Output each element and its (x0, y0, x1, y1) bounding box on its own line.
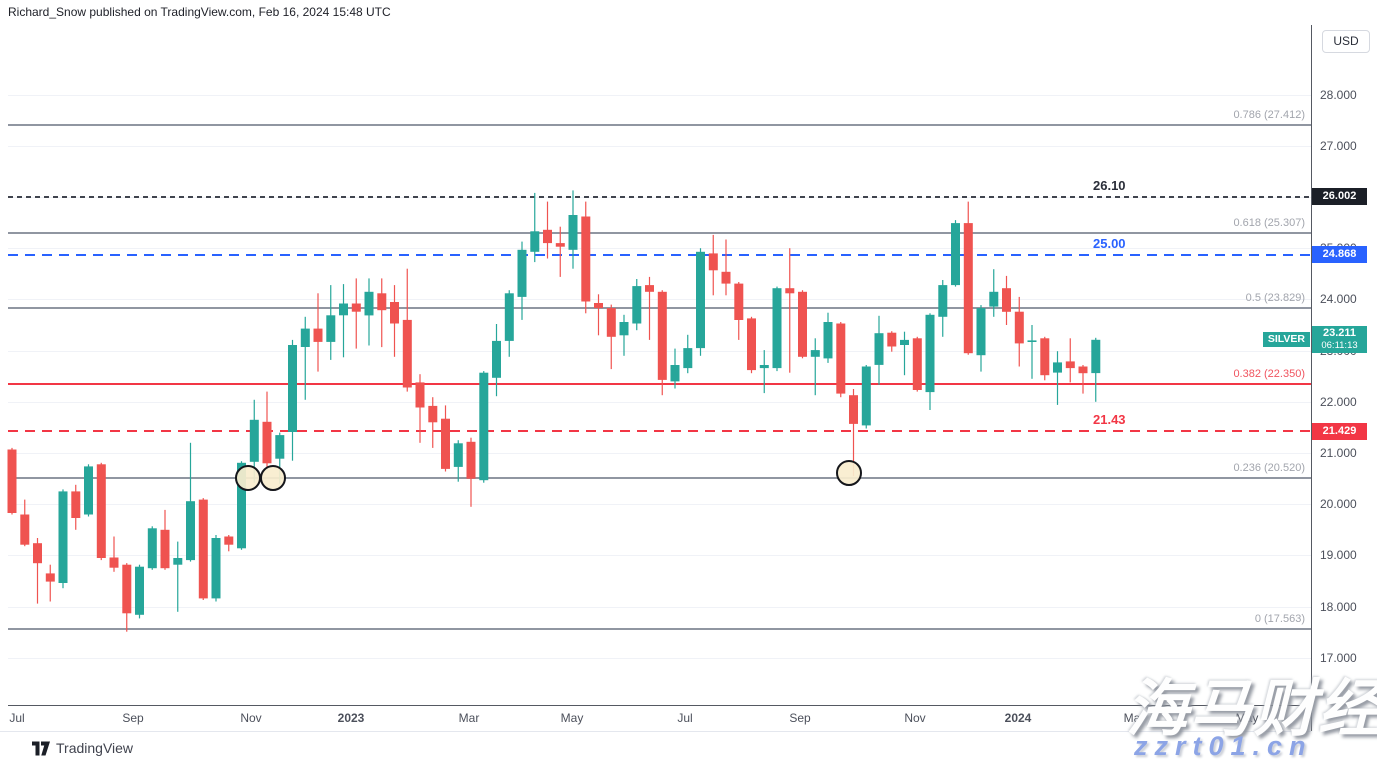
price-gridline (8, 299, 1311, 301)
price-gridline (8, 453, 1311, 455)
price-tick-label: 20.000 (1320, 497, 1357, 512)
footer-divider (0, 731, 1311, 732)
price-tick-label: 19.000 (1320, 548, 1357, 563)
current-price-value: 23.211 (1322, 327, 1357, 340)
price-tick-label: 28.000 (1320, 87, 1357, 102)
price-gridline (8, 606, 1311, 608)
time-tick-label: Sep (789, 711, 811, 725)
price-axis-tag: 24.868 (1312, 246, 1367, 264)
price-gridline (8, 350, 1311, 352)
fib-label: 0 (17.563) (1254, 613, 1305, 626)
dashed-line-label: 26.10 (1093, 177, 1126, 193)
fib-label: 0.382 (22.350) (1233, 367, 1305, 380)
price-gridline (8, 401, 1311, 403)
price-tick-label: 22.000 (1320, 394, 1357, 409)
dashed-line-label: 25.00 (1093, 235, 1126, 251)
price-tick-label: 18.000 (1320, 599, 1357, 614)
fib-line[interactable] (8, 628, 1311, 631)
current-price-tag: 23.211 06:11:13 (1312, 326, 1367, 354)
dashed-price-line[interactable] (8, 253, 1311, 256)
time-tick-label: 2024 (1004, 711, 1032, 725)
symbol-tag: SILVER (1262, 332, 1310, 348)
price-tick-label: 24.000 (1320, 292, 1357, 307)
fib-label: 0.236 (20.520) (1233, 461, 1305, 474)
bar-countdown: 06:11:13 (1321, 340, 1358, 352)
chart-plot-area[interactable] (0, 25, 1311, 705)
price-axis-tag: 21.429 (1312, 422, 1367, 440)
fib-line[interactable] (8, 476, 1311, 479)
fib-label: 0.618 (25.307) (1233, 216, 1305, 229)
watermark-url-text: zzrt01.cn (1134, 731, 1313, 761)
circle-annotation[interactable] (836, 460, 862, 486)
circle-annotation[interactable] (235, 465, 261, 491)
time-tick-label: Nov (904, 711, 926, 725)
time-tick-label: Jul (9, 711, 25, 725)
time-tick-label: Nov (240, 711, 262, 725)
dashed-price-line[interactable] (8, 430, 1311, 433)
time-tick-label: May (560, 711, 584, 725)
price-gridline (8, 145, 1311, 147)
price-gridline (8, 504, 1311, 506)
time-tick-label: May (1235, 711, 1259, 725)
price-axis-border (1311, 25, 1312, 731)
price-gridline (8, 94, 1311, 96)
time-tick-label: Jul (677, 711, 693, 725)
tradingview-logo-text[interactable]: TradingView (56, 740, 134, 756)
time-tick-label: Mar (458, 711, 480, 725)
fib-line[interactable] (8, 231, 1311, 234)
fib-line[interactable] (8, 123, 1311, 126)
time-tick-label: Mar (1123, 711, 1145, 725)
price-gridline (8, 248, 1311, 250)
dashed-line-label: 21.43 (1093, 412, 1126, 428)
price-tick-label: 27.000 (1320, 138, 1357, 153)
time-tick-label: Sep (122, 711, 144, 725)
time-axis-border (8, 705, 1311, 706)
time-tick-label: 2023 (337, 711, 365, 725)
attribution-text: Richard_Snow published on TradingView.co… (8, 5, 391, 19)
currency-button[interactable]: USD (1322, 30, 1370, 53)
circle-annotation[interactable] (260, 465, 286, 491)
price-gridline (8, 555, 1311, 557)
fib-label: 0.5 (23.829) (1245, 292, 1305, 305)
dashed-price-line[interactable] (8, 195, 1311, 198)
price-axis-tag: 26.002 (1312, 188, 1367, 206)
tradingview-logo-icon[interactable] (32, 741, 50, 756)
fib-label: 0.786 (27.412) (1233, 108, 1305, 121)
price-tick-label: 17.000 (1320, 650, 1357, 665)
fib-line[interactable] (8, 382, 1311, 385)
price-gridline (8, 657, 1311, 659)
fib-line[interactable] (8, 307, 1311, 310)
price-tick-label: 21.000 (1320, 446, 1357, 461)
